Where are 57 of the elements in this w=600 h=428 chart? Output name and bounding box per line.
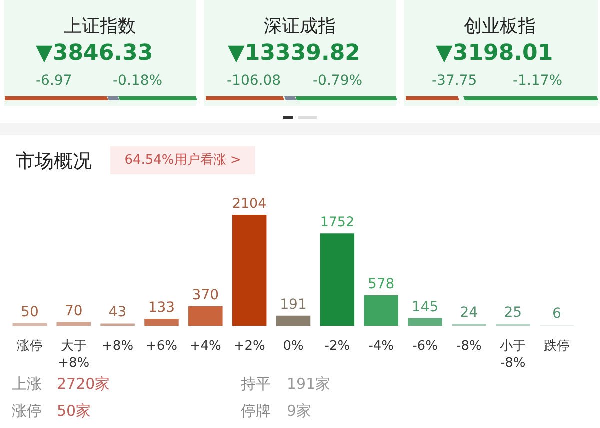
data-label: 145 (412, 299, 439, 316)
data-label: 6 (552, 306, 562, 322)
data-label: 370 (192, 287, 220, 304)
data-label: 191 (280, 296, 307, 313)
x-tick-label: +2% (234, 339, 266, 354)
x-tick-label: -6% (412, 339, 438, 354)
bar (276, 316, 311, 326)
x-tick-label: 涨停 (16, 339, 43, 354)
text: -1.17% (513, 73, 563, 89)
x-tick-label: 0% (283, 339, 304, 354)
x-tick-label: -8% (456, 339, 482, 354)
x-tick-label: -4% (368, 339, 394, 354)
text: 持平 (241, 375, 271, 393)
x-tick-label: 小于 -8% (500, 339, 526, 371)
text: 9家 (287, 402, 312, 420)
text: 涨停 (12, 402, 42, 420)
x-tick-label: 跌停 (544, 339, 570, 354)
bar (144, 318, 179, 326)
data-label: 2104 (232, 197, 267, 212)
text: ▼3846.33 (36, 41, 154, 66)
bar (320, 234, 355, 326)
text: 50家 (57, 402, 92, 420)
x-tick-label: +8% (102, 339, 134, 354)
text: 191家 (287, 375, 331, 393)
text: 创业板指 (464, 16, 536, 37)
x-tick-label: +4% (190, 339, 222, 354)
bar (188, 306, 223, 326)
x-tick-label: -2% (324, 339, 350, 354)
text: 2720家 (57, 375, 110, 393)
text: -106.08 (227, 73, 282, 89)
data-label: 70 (64, 303, 83, 320)
chart-subtitle: 64.54%用户看涨 > (124, 153, 242, 168)
bar (56, 322, 92, 326)
text: 上涨 (12, 375, 42, 393)
text: -0.79% (313, 73, 363, 89)
data-label: 43 (108, 304, 127, 321)
bar (12, 323, 48, 326)
text: 停牌 (241, 402, 271, 420)
text: 深证成指 (264, 16, 336, 37)
data-label: 24 (460, 305, 478, 321)
data-label: 133 (148, 300, 176, 316)
bar (232, 215, 267, 326)
x-tick-label: +6% (146, 339, 178, 354)
text: 上证指数 (64, 16, 136, 37)
text: -6.97 (36, 73, 72, 89)
chart-title: 市场概况 (16, 150, 92, 173)
text: ▼13339.82 (228, 41, 360, 66)
data-label: 1752 (320, 216, 355, 231)
text: ▼3198.01 (436, 41, 554, 66)
data-label: 25 (504, 305, 522, 321)
text: -37.75 (432, 73, 478, 89)
data-label: 578 (368, 276, 395, 293)
text: -0.18% (113, 73, 163, 89)
data-label: 50 (21, 304, 39, 320)
bar (408, 318, 442, 326)
bar (364, 296, 398, 326)
x-tick-label: 大于 +8% (58, 339, 90, 371)
